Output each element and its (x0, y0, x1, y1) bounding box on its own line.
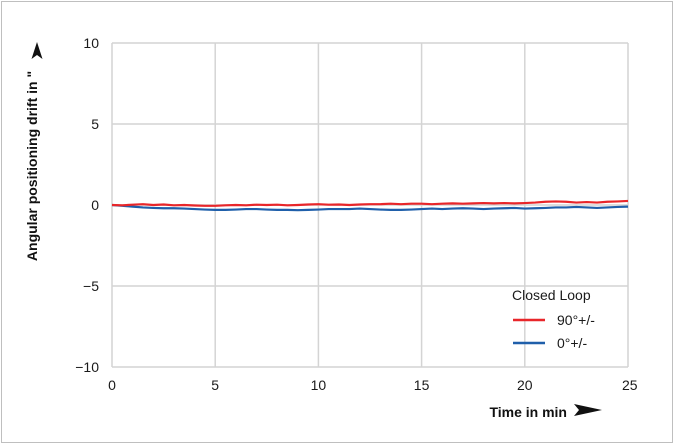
x-tick-label: 15 (414, 377, 430, 393)
series-line-2 (111, 203, 629, 212)
tick-labels: 0 5 10 15 20 25 10 5 0 −5 −10 (75, 35, 638, 393)
y-tick-label: 5 (91, 116, 99, 132)
legend-label-series-2: 0°+/- (557, 335, 587, 351)
x-tick-label: 25 (622, 377, 638, 393)
x-tick-label: 0 (108, 377, 116, 393)
legend-label-series-1: 90°+/- (557, 312, 595, 328)
y-tick-label: −10 (75, 359, 99, 375)
x-tick-label: 10 (311, 377, 327, 393)
series-layer (111, 199, 629, 212)
x-tick-label: 20 (517, 377, 533, 393)
y-tick-label: 10 (83, 35, 99, 51)
x-axis-title: Time in min (489, 404, 567, 420)
y-tick-label: 0 (91, 197, 99, 213)
y-tick-label: −5 (83, 278, 99, 294)
y-axis-title-group: Angular positioning drift in " (24, 71, 40, 261)
y-axis-arrow-icon (31, 42, 43, 59)
series-line-1 (111, 199, 629, 207)
x-tick-label: 5 (211, 377, 219, 393)
y-axis-title: Angular positioning drift in " (24, 71, 40, 261)
x-axis-arrow-icon (574, 404, 602, 416)
legend-title: Closed Loop (512, 287, 591, 303)
legend: Closed Loop 90°+/- 0°+/- (512, 287, 595, 351)
